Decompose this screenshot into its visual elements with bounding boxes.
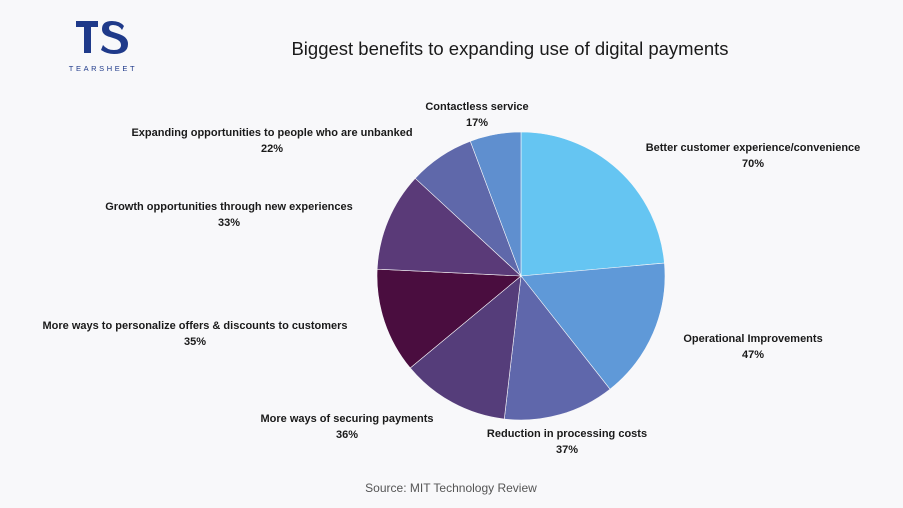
pie-slice-operational: [520, 262, 666, 390]
slice-category-label: Growth opportunities through new experie…: [105, 201, 353, 213]
logo-wordmark: TEARSHEET: [68, 64, 138, 73]
pie-slice-growth: [376, 177, 522, 277]
pie-slice-personalize-offers: [376, 268, 522, 369]
ts-logo-icon: [76, 21, 128, 54]
slice-category-label: Expanding opportunities to people who ar…: [131, 127, 413, 139]
slice-value-label: 17%: [465, 117, 489, 129]
slice-label-unbanked: Expanding opportunities to people who ar…: [131, 125, 412, 157]
slice-label-contactless: Contactless service 17%: [425, 99, 528, 131]
slice-label-processing-costs: Reduction in processing costs 37%: [487, 426, 647, 458]
slice-label-customer-experience: Better customer experience/convenience 70…: [646, 140, 861, 172]
slice-category-label: Better customer experience/convenience: [645, 142, 861, 154]
slice-category-label: More ways to personalize offers & discou…: [42, 320, 348, 332]
chart-title: Biggest benefits to expanding use of dig…: [291, 38, 729, 59]
slice-value-label: 22%: [260, 143, 284, 155]
slice-category-label: More ways of securing payments: [260, 413, 434, 425]
slice-category-label: Contactless service: [425, 101, 529, 113]
pie-slice-securing-payments: [409, 275, 522, 420]
pie-slice-customer-experience: [520, 131, 665, 277]
slice-category-label: Reduction in processing costs: [486, 428, 648, 440]
source-note: Source: MIT Technology Review: [365, 481, 537, 495]
slice-category-label: Operational Improvements: [683, 333, 823, 345]
slice-value-label: 36%: [335, 429, 359, 441]
slice-value-label: 33%: [217, 217, 241, 229]
slice-value-label: 35%: [183, 336, 207, 348]
slice-label-growth: Growth opportunities through new experie…: [105, 199, 353, 231]
tearsheet-logo: TEARSHEET: [62, 20, 144, 76]
slice-label-operational: Operational Improvements 47%: [683, 331, 822, 363]
pie-slice-contactless: [469, 131, 522, 277]
slice-value-label: 47%: [741, 349, 765, 361]
slice-label-personalize-offers: More ways to personalize offers & discou…: [42, 318, 347, 350]
slice-value-label: 37%: [555, 444, 579, 456]
slice-value-label: 70%: [741, 158, 765, 170]
slice-label-securing-payments: More ways of securing payments 36%: [261, 411, 434, 443]
pie-slice-processing-costs: [503, 275, 611, 421]
